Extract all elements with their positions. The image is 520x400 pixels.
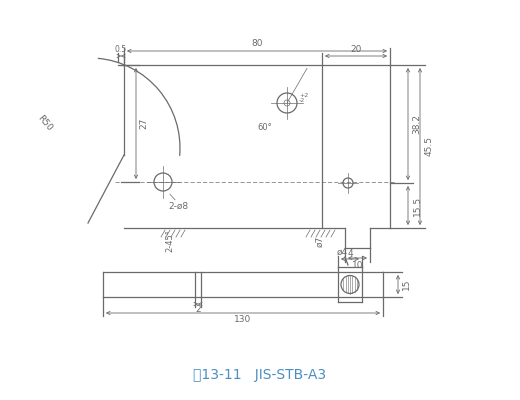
Text: ø7: ø7: [316, 235, 324, 247]
Text: 2: 2: [195, 306, 201, 314]
Text: 27: 27: [139, 118, 149, 129]
Text: 15.5: 15.5: [412, 196, 422, 216]
Text: 60°: 60°: [257, 123, 272, 132]
Text: 图13-11   JIS-STB-A3: 图13-11 JIS-STB-A3: [193, 368, 327, 382]
Text: ø4: ø4: [336, 248, 347, 257]
Text: 10: 10: [352, 260, 363, 270]
Text: 0.5: 0.5: [115, 46, 127, 54]
Text: 130: 130: [235, 316, 252, 324]
Text: 15: 15: [401, 279, 410, 290]
Text: 4: 4: [347, 248, 353, 258]
Text: 80: 80: [251, 40, 263, 48]
Text: +2
-2: +2 -2: [299, 93, 308, 103]
Text: R50: R50: [36, 113, 54, 133]
Text: 45.5: 45.5: [424, 136, 434, 156]
Text: 20: 20: [350, 46, 362, 54]
Text: 38.2: 38.2: [412, 114, 422, 134]
Text: 2-ø8: 2-ø8: [168, 202, 188, 211]
Text: 2-45°: 2-45°: [165, 230, 175, 252]
